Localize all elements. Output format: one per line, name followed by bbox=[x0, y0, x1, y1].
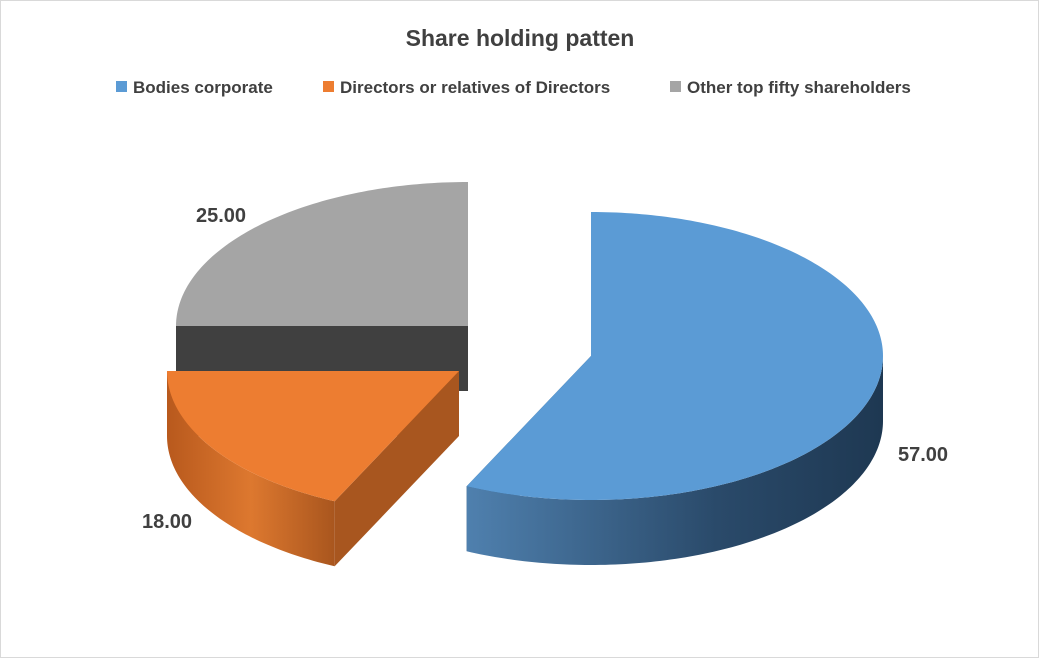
legend-swatch bbox=[116, 81, 127, 92]
legend: Bodies corporate Directors or relatives o… bbox=[116, 78, 911, 97]
slice-top bbox=[466, 212, 883, 500]
slice-side bbox=[167, 371, 335, 567]
legend-entry: Directors or relatives of Directors bbox=[340, 78, 610, 97]
legend-entry: Other top fifty shareholders bbox=[687, 78, 911, 97]
chart-title: Share holding patten bbox=[406, 25, 635, 51]
data-label: 57.00 bbox=[898, 444, 948, 466]
legend-entry: Bodies corporate bbox=[133, 78, 273, 97]
slice-top bbox=[167, 371, 459, 502]
pie-slice bbox=[466, 212, 883, 565]
data-label: 25.00 bbox=[196, 205, 246, 227]
slice-top bbox=[176, 182, 468, 326]
legend-swatch bbox=[670, 81, 681, 92]
data-label: 18.00 bbox=[142, 511, 192, 533]
pie-slice bbox=[167, 371, 459, 567]
slice-side bbox=[466, 356, 883, 565]
legend-swatch bbox=[323, 81, 334, 92]
